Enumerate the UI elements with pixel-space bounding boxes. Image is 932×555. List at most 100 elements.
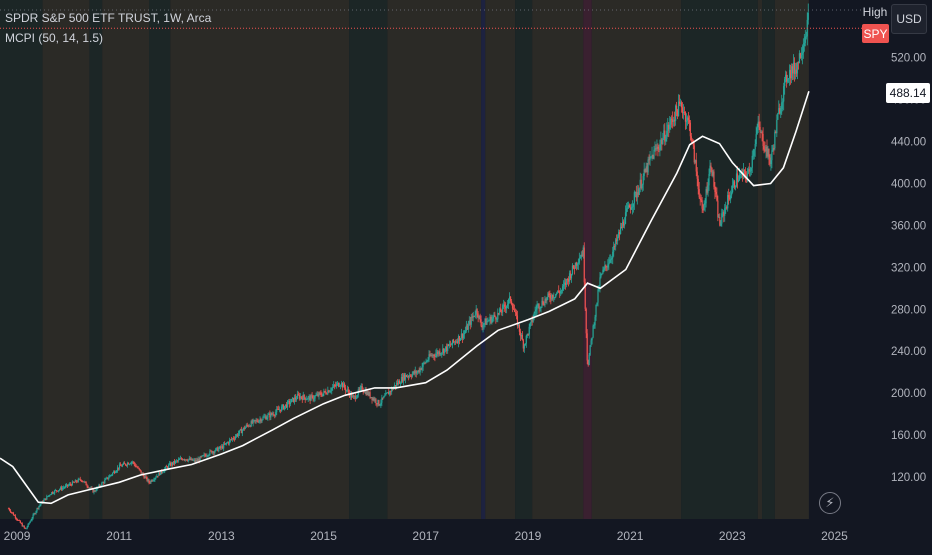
candle-up xyxy=(609,259,611,264)
currency-button[interactable]: USD xyxy=(891,4,927,34)
candle-up xyxy=(457,336,460,343)
candle-down xyxy=(518,324,521,332)
symbol-title[interactable]: SPDR S&P 500 ETF TRUST, 1W, Arca xyxy=(5,11,212,25)
candle-up xyxy=(682,112,685,114)
candle-up xyxy=(187,459,189,461)
candle-up xyxy=(62,487,65,489)
candle-up xyxy=(168,464,170,469)
candle-down xyxy=(687,117,689,121)
candle-up xyxy=(238,430,240,434)
candle-down xyxy=(23,525,25,528)
candle-down xyxy=(671,118,673,120)
candle-up xyxy=(368,392,370,396)
candle-up xyxy=(686,117,689,121)
candle-up xyxy=(221,446,223,448)
candle-up xyxy=(537,304,539,306)
candle-up xyxy=(152,480,154,482)
candle-up xyxy=(708,174,710,186)
candle-down xyxy=(513,309,516,312)
candle-up xyxy=(55,490,57,491)
candle-up xyxy=(579,257,581,259)
candle-down xyxy=(726,207,728,209)
candle-up xyxy=(774,131,776,149)
candle-up xyxy=(33,513,35,515)
regime-band-bearish xyxy=(583,0,592,519)
candle-down xyxy=(114,471,116,473)
candle-down xyxy=(204,454,206,456)
candle-down xyxy=(319,392,321,394)
candle-up xyxy=(190,458,192,460)
candle-down xyxy=(34,513,36,515)
candle-down xyxy=(452,339,455,343)
candle-down xyxy=(388,392,390,395)
candle-down xyxy=(437,351,439,355)
candle-down xyxy=(676,105,678,111)
candle-up xyxy=(641,184,643,189)
candle-down xyxy=(343,383,346,388)
candle-up xyxy=(660,139,662,145)
candle-up xyxy=(805,36,807,38)
candle-up xyxy=(487,320,489,322)
candle-down xyxy=(143,475,145,479)
candle-up xyxy=(414,370,416,374)
candle-up xyxy=(751,155,753,168)
x-tick-label: 2019 xyxy=(515,529,542,543)
candle-up xyxy=(51,492,53,495)
candle-up xyxy=(650,156,652,158)
candle-up xyxy=(570,273,573,279)
regime-band-neutral xyxy=(349,0,388,519)
candle-up xyxy=(372,398,374,401)
candle-down xyxy=(136,466,138,468)
candle-up xyxy=(780,109,782,114)
candle-up xyxy=(756,127,758,135)
candle-up xyxy=(563,284,565,287)
candle-up xyxy=(421,366,423,370)
candle-up xyxy=(442,348,444,353)
candle-up xyxy=(746,173,748,179)
candle-up xyxy=(118,464,121,469)
candle-up xyxy=(807,12,809,20)
candle-down xyxy=(717,200,719,218)
candle-down xyxy=(439,351,441,355)
candle-up xyxy=(59,487,62,490)
candle-up xyxy=(594,316,596,326)
candle-down xyxy=(691,139,693,141)
candle-up xyxy=(767,148,769,157)
candle-down xyxy=(70,484,72,486)
candle-down xyxy=(298,394,300,399)
candle-down xyxy=(531,319,533,322)
candle-up xyxy=(613,245,615,252)
candle-down xyxy=(358,389,360,391)
candle-up xyxy=(451,344,453,346)
candle-down xyxy=(373,398,375,401)
candle-up xyxy=(499,308,501,314)
candle-up xyxy=(286,401,289,408)
candle-down xyxy=(45,498,47,500)
candle-down xyxy=(448,344,450,346)
candle-down xyxy=(301,397,303,400)
candle-up xyxy=(400,376,403,384)
high-button[interactable]: High xyxy=(861,2,889,21)
candle-up xyxy=(47,496,49,498)
candle-up xyxy=(282,404,284,407)
indicator-title[interactable]: MCPI (50, 14, 1.5) xyxy=(5,31,104,45)
lightning-icon[interactable]: ⚡ xyxy=(819,492,841,514)
candle-up xyxy=(171,462,173,466)
y-tick-label: 160.00 xyxy=(891,430,926,442)
candle-down xyxy=(678,101,681,104)
candle-up xyxy=(38,505,40,509)
candle-up xyxy=(517,324,520,327)
candle-up xyxy=(435,353,437,357)
candle-up xyxy=(704,203,706,205)
candle-up xyxy=(659,144,661,150)
candle-down xyxy=(265,416,267,420)
candle-up xyxy=(201,455,203,457)
candle-down xyxy=(227,442,230,444)
candle-up xyxy=(625,208,628,213)
candle-up xyxy=(316,394,318,396)
candle-down xyxy=(728,195,730,198)
candle-down xyxy=(585,308,587,334)
candle-up xyxy=(355,397,357,399)
